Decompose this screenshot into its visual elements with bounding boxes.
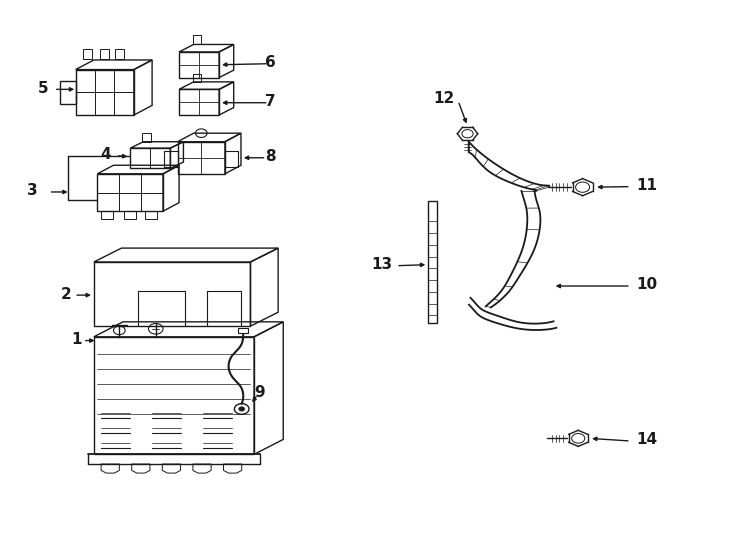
Text: 6: 6 [265, 55, 276, 70]
Text: 2: 2 [61, 287, 72, 301]
Text: 14: 14 [636, 433, 658, 448]
Text: 9: 9 [254, 386, 265, 401]
Text: 10: 10 [636, 278, 658, 293]
Text: 5: 5 [37, 81, 48, 96]
Text: 1: 1 [71, 332, 81, 347]
Text: 8: 8 [265, 149, 276, 164]
Text: 3: 3 [27, 184, 37, 198]
Text: 7: 7 [265, 94, 276, 109]
Circle shape [239, 407, 244, 411]
Text: 12: 12 [433, 91, 454, 106]
Text: 4: 4 [100, 147, 111, 162]
Text: 11: 11 [636, 178, 658, 193]
Text: 13: 13 [371, 257, 393, 272]
